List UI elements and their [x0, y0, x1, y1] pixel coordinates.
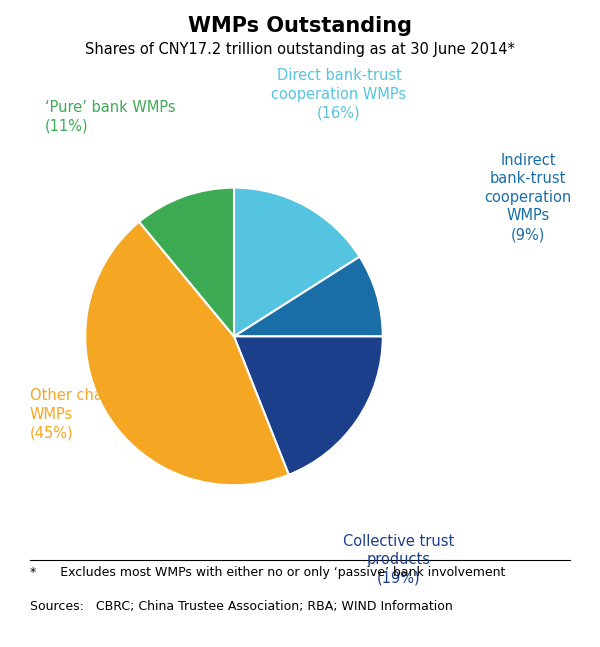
Wedge shape: [234, 336, 383, 475]
Wedge shape: [85, 222, 289, 485]
Text: Indirect
bank-trust
cooperation
WMPs
(9%): Indirect bank-trust cooperation WMPs (9%…: [484, 153, 572, 242]
Text: *      Excludes most WMPs with either no or only ‘passive’ bank involvement: * Excludes most WMPs with either no or o…: [30, 566, 505, 579]
Text: WMPs Outstanding: WMPs Outstanding: [188, 16, 412, 36]
Text: Direct bank-trust
cooperation WMPs
(16%): Direct bank-trust cooperation WMPs (16%): [271, 68, 407, 120]
Wedge shape: [234, 257, 383, 336]
Wedge shape: [234, 188, 359, 336]
Text: Other channel
WMPs
(45%): Other channel WMPs (45%): [30, 388, 135, 440]
Wedge shape: [139, 188, 234, 336]
Text: ‘Pure’ bank WMPs
(11%): ‘Pure’ bank WMPs (11%): [45, 100, 176, 134]
Text: Sources:   CBRC; China Trustee Association; RBA; WIND Information: Sources: CBRC; China Trustee Association…: [30, 600, 453, 613]
Text: Shares of CNY17.2 trillion outstanding as at 30 June 2014*: Shares of CNY17.2 trillion outstanding a…: [85, 42, 515, 57]
Text: Collective trust
products
(19%): Collective trust products (19%): [343, 534, 455, 586]
